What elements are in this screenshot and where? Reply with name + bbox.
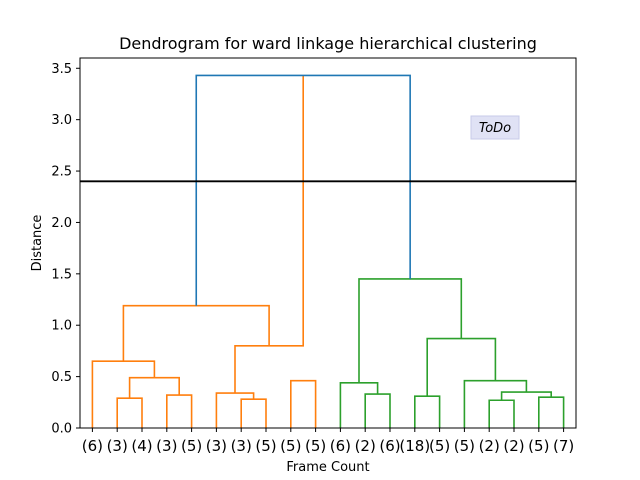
leaf-label: (5) [429, 437, 450, 455]
dendrogram-links [91, 74, 565, 428]
leaf-label: (3) [231, 437, 252, 455]
chart-title: Dendrogram for ward linkage hierarchical… [119, 34, 537, 53]
leaf-label: (5) [305, 437, 326, 455]
leaf-label: (4) [131, 437, 152, 455]
dendrogram-link [426, 337, 497, 397]
annotation-background [470, 115, 520, 140]
leaf-label: (5) [528, 437, 549, 455]
leaf-label: (3) [107, 437, 128, 455]
dendrogram-link [414, 395, 441, 428]
annotation-text: ToDo [479, 121, 511, 136]
leaf-label: (6) [82, 437, 103, 455]
dendrogram-link [240, 398, 267, 428]
dendrogram-link [91, 360, 156, 428]
y-tick-label: 1.5 [51, 267, 72, 282]
dendrogram-link [500, 391, 552, 401]
leaf-label: (5) [255, 437, 276, 455]
leaf-label: (3) [156, 437, 177, 455]
y-tick-label: 3.0 [51, 113, 72, 128]
leaf-label: (2) [479, 437, 500, 455]
y-axis-label: Distance [30, 215, 45, 272]
dendrogram-link [463, 379, 528, 428]
y-tick-label: 0.5 [51, 370, 72, 385]
leaf-label: (5) [454, 437, 475, 455]
dendrogram-link [195, 74, 411, 306]
leaf-label: (5) [181, 437, 202, 455]
leaf-label: (18) [399, 437, 430, 455]
x-axis-label: Frame Count [286, 460, 369, 475]
y-tick-label: 2.0 [51, 216, 72, 231]
dendrogram-link [166, 394, 193, 428]
dendrogram-link [234, 75, 304, 394]
leaf-label: (7) [553, 437, 574, 455]
leaf-label: (5) [280, 437, 301, 455]
dendrogram-link [116, 397, 143, 428]
y-tick-label: 1.0 [51, 319, 72, 334]
dendrogram-link [290, 379, 317, 428]
dendrogram-link [128, 376, 180, 399]
leaf-label: (6) [379, 437, 400, 455]
plot-frame [79, 57, 577, 429]
dendrogram-link [358, 278, 463, 383]
leaf-label: (6) [330, 437, 351, 455]
dendrogram-link [538, 396, 565, 428]
dendrogram-link [488, 399, 515, 428]
leaf-label: (3) [206, 437, 227, 455]
dendrogram-link [215, 392, 255, 428]
leaf-label: (2) [503, 437, 524, 455]
annotation-box: ToDo [470, 115, 520, 140]
y-axis-ticks: 0.0 0.5 1.0 1.5 2.0 2.5 3.0 3.5 [51, 62, 80, 437]
dendrogram-link [364, 393, 391, 428]
y-tick-label: 0.0 [51, 422, 72, 437]
x-axis-leaf-labels: (6) (3) (4) (3) (5) (3) (3) (5) (5) (5) (6) (2) (6)(… [82, 428, 574, 455]
leaf-label: (2) [355, 437, 376, 455]
dendrogram-link [122, 304, 270, 362]
y-tick-label: 3.5 [51, 62, 72, 77]
y-tick-label: 2.5 [51, 165, 72, 180]
dendrogram-link [339, 381, 379, 428]
